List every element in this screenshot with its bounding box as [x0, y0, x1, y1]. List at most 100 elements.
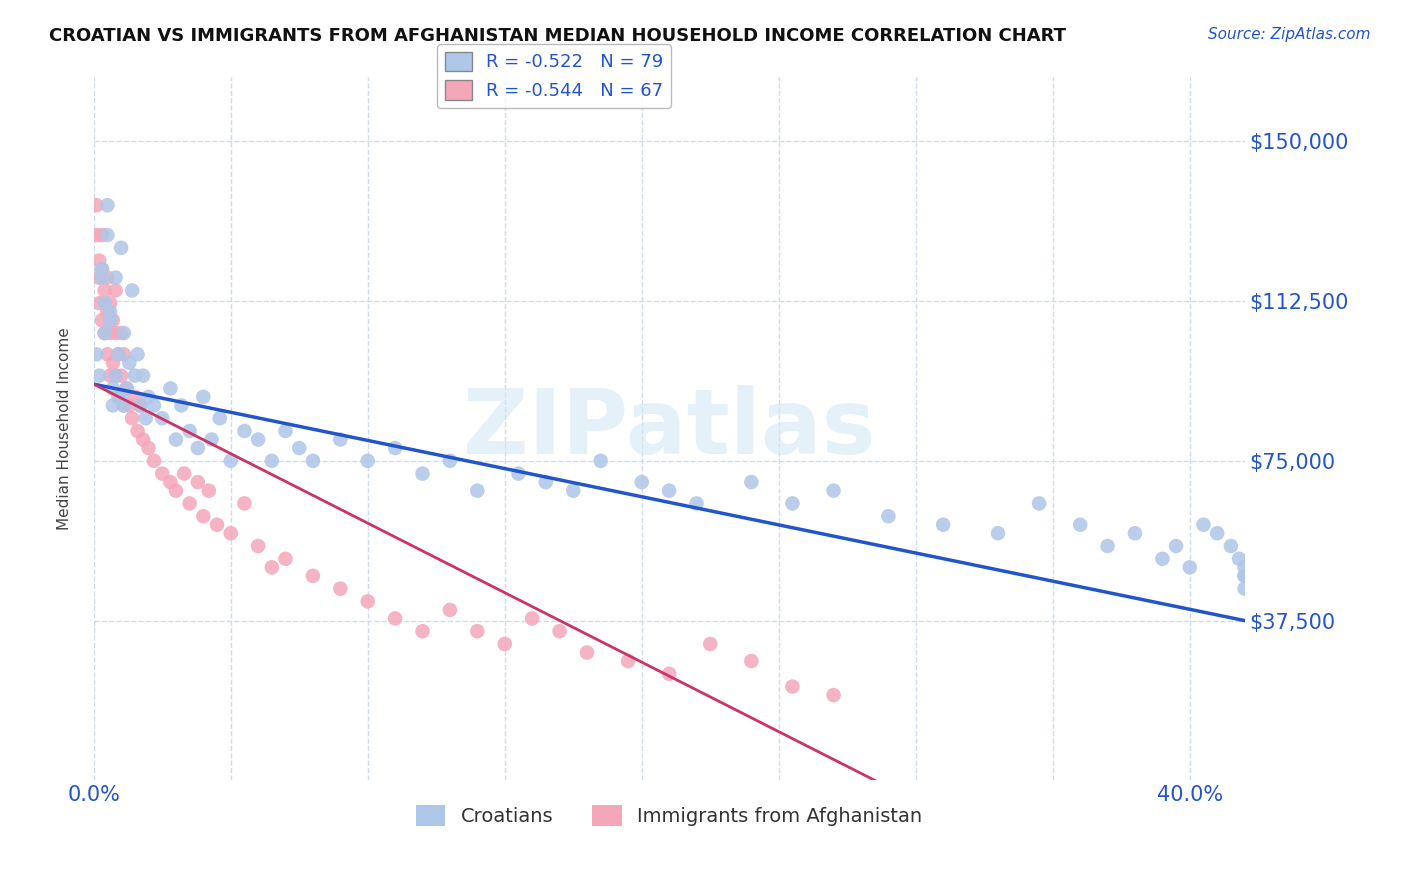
Point: [534, 475, 557, 489]
Point: [575, 646, 598, 660]
Point: [165, 483, 187, 498]
Point: [823, 688, 845, 702]
Point: [685, 496, 707, 510]
Point: [90, 270, 112, 285]
Legend: Croatians, Immigrants from Afghanistan: Croatians, Immigrants from Afghanistan: [408, 797, 929, 834]
Point: [302, 569, 325, 583]
Point: [173, 467, 195, 481]
Text: ZIPatlas: ZIPatlas: [463, 384, 876, 473]
Point: [132, 433, 155, 447]
Point: [179, 496, 201, 510]
Point: [143, 454, 166, 468]
Point: [110, 368, 132, 383]
Point: [115, 381, 138, 395]
Point: [1192, 517, 1215, 532]
Point: [1069, 517, 1091, 532]
Point: [200, 433, 222, 447]
Point: [90, 262, 112, 277]
Point: [98, 304, 121, 318]
Point: [104, 368, 127, 383]
Point: [329, 433, 352, 447]
Text: CROATIAN VS IMMIGRANTS FROM AFGHANISTAN MEDIAN HOUSEHOLD INCOME CORRELATION CHAR: CROATIAN VS IMMIGRANTS FROM AFGHANISTAN …: [49, 27, 1066, 45]
Point: [1152, 551, 1174, 566]
Point: [494, 637, 516, 651]
Point: [104, 368, 127, 383]
Point: [110, 241, 132, 255]
Point: [170, 399, 193, 413]
Point: [439, 603, 461, 617]
Point: [101, 356, 124, 370]
Point: [782, 496, 804, 510]
Point: [98, 313, 121, 327]
Point: [520, 611, 543, 625]
Point: [699, 637, 721, 651]
Point: [112, 399, 135, 413]
Point: [124, 368, 146, 383]
Point: [110, 326, 132, 340]
Point: [107, 390, 129, 404]
Point: [1219, 539, 1241, 553]
Point: [107, 347, 129, 361]
Point: [179, 424, 201, 438]
Point: [877, 509, 900, 524]
Point: [86, 198, 108, 212]
Point: [96, 228, 118, 243]
Point: [86, 228, 108, 243]
Point: [96, 198, 118, 212]
Point: [129, 399, 152, 413]
Point: [1233, 582, 1256, 596]
Point: [548, 624, 571, 639]
Point: [329, 582, 352, 596]
Point: [121, 284, 143, 298]
Point: [260, 454, 283, 468]
Point: [740, 475, 762, 489]
Point: [1178, 560, 1201, 574]
Point: [589, 454, 612, 468]
Point: [247, 433, 270, 447]
Point: [1028, 496, 1050, 510]
Point: [165, 433, 187, 447]
Point: [138, 441, 160, 455]
Point: [129, 399, 152, 413]
Point: [101, 381, 124, 395]
Point: [96, 270, 118, 285]
Point: [104, 270, 127, 285]
Point: [630, 475, 652, 489]
Point: [288, 441, 311, 455]
Point: [98, 296, 121, 310]
Point: [932, 517, 955, 532]
Point: [89, 253, 111, 268]
Point: [90, 262, 112, 277]
Point: [193, 509, 215, 524]
Point: [357, 594, 380, 608]
Point: [124, 390, 146, 404]
Point: [823, 483, 845, 498]
Point: [112, 399, 135, 413]
Point: [86, 347, 108, 361]
Point: [1206, 526, 1229, 541]
Point: [357, 454, 380, 468]
Point: [101, 313, 124, 327]
Point: [115, 381, 138, 395]
Point: [138, 390, 160, 404]
Point: [205, 517, 228, 532]
Point: [1233, 569, 1256, 583]
Point: [1123, 526, 1146, 541]
Point: [562, 483, 585, 498]
Point: [247, 539, 270, 553]
Point: [90, 313, 112, 327]
Point: [193, 390, 215, 404]
Point: [104, 326, 127, 340]
Point: [412, 467, 434, 481]
Point: [187, 441, 209, 455]
Y-axis label: Median Household Income: Median Household Income: [58, 327, 72, 530]
Point: [1164, 539, 1187, 553]
Point: [274, 551, 297, 566]
Point: [159, 381, 181, 395]
Point: [93, 326, 115, 340]
Point: [465, 624, 488, 639]
Point: [118, 356, 141, 370]
Point: [384, 441, 406, 455]
Point: [658, 666, 681, 681]
Point: [150, 467, 173, 481]
